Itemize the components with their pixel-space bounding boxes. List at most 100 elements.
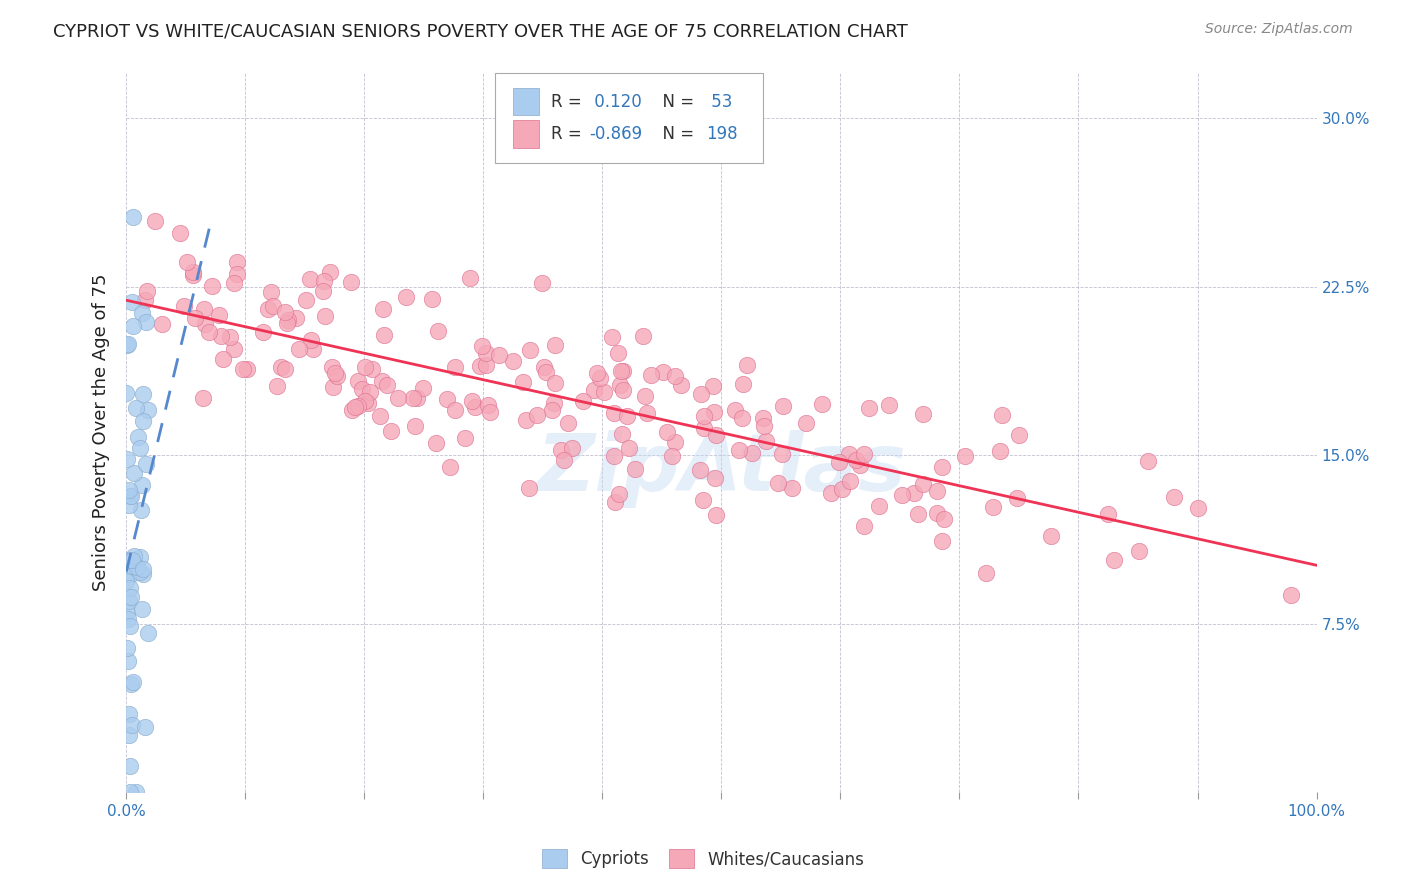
- Point: [820, 485, 842, 500]
- Point: [911, 407, 934, 421]
- Point: [266, 378, 288, 392]
- Point: [284, 311, 307, 326]
- Point: [115, 574, 138, 589]
- Point: [907, 507, 929, 521]
- Point: [273, 305, 295, 319]
- Point: [121, 553, 143, 567]
- Point: [118, 594, 141, 608]
- Point: [359, 384, 381, 399]
- Point: [609, 378, 631, 392]
- Point: [550, 443, 572, 458]
- Point: [222, 342, 245, 356]
- Point: [592, 385, 614, 400]
- Text: N =: N =: [652, 125, 700, 143]
- Point: [412, 381, 434, 395]
- Point: [118, 581, 141, 595]
- Point: [976, 566, 998, 580]
- Point: [121, 558, 143, 573]
- Point: [136, 403, 159, 417]
- Point: [277, 312, 299, 326]
- Point: [557, 416, 579, 430]
- Point: [755, 434, 778, 448]
- Point: [212, 352, 235, 367]
- Point: [314, 309, 336, 323]
- Point: [693, 409, 716, 423]
- Point: [868, 500, 890, 514]
- Point: [118, 619, 141, 633]
- Point: [853, 519, 876, 533]
- Point: [831, 482, 853, 496]
- Text: ZipAtlas: ZipAtlas: [537, 430, 907, 508]
- Point: [404, 419, 426, 434]
- Point: [988, 443, 1011, 458]
- Point: [702, 379, 724, 393]
- Point: [122, 675, 145, 690]
- Point: [519, 343, 541, 357]
- Point: [134, 293, 156, 308]
- Point: [582, 383, 605, 397]
- Point: [288, 342, 311, 356]
- Point: [340, 275, 363, 289]
- Point: [150, 317, 173, 331]
- Point: [257, 301, 280, 316]
- FancyBboxPatch shape: [495, 73, 763, 163]
- Point: [728, 442, 751, 457]
- Point: [479, 405, 502, 419]
- Point: [184, 310, 207, 325]
- Point: [344, 401, 367, 415]
- Point: [125, 401, 148, 416]
- Point: [475, 358, 498, 372]
- Point: [118, 553, 141, 567]
- Point: [181, 265, 204, 279]
- Point: [543, 395, 565, 409]
- Text: 198: 198: [706, 125, 738, 143]
- Point: [120, 677, 142, 691]
- Point: [121, 718, 143, 732]
- Point: [425, 436, 447, 450]
- Point: [115, 451, 138, 466]
- FancyBboxPatch shape: [513, 120, 540, 148]
- Text: N =: N =: [652, 93, 700, 111]
- Point: [121, 295, 143, 310]
- Point: [526, 408, 548, 422]
- Point: [176, 254, 198, 268]
- Point: [693, 421, 716, 435]
- Text: CYPRIOT VS WHITE/CAUCASIAN SENIORS POVERTY OVER THE AGE OF 75 CORRELATION CHART: CYPRIOT VS WHITE/CAUCASIAN SENIORS POVER…: [53, 22, 908, 40]
- Point: [517, 481, 540, 495]
- Point: [193, 301, 215, 316]
- Point: [135, 457, 157, 471]
- Point: [323, 366, 346, 380]
- Point: [890, 487, 912, 501]
- Point: [586, 366, 609, 380]
- Point: [602, 330, 624, 344]
- Point: [322, 379, 344, 393]
- Point: [603, 449, 626, 463]
- Point: [839, 475, 862, 489]
- Point: [191, 391, 214, 405]
- Point: [120, 489, 142, 503]
- Point: [226, 267, 249, 281]
- Point: [299, 333, 322, 347]
- Point: [232, 362, 254, 376]
- Point: [120, 567, 142, 582]
- Point: [340, 403, 363, 417]
- Point: [1008, 428, 1031, 442]
- Point: [387, 392, 409, 406]
- Point: [252, 325, 274, 339]
- Point: [572, 394, 595, 409]
- Point: [534, 365, 557, 379]
- Point: [380, 424, 402, 438]
- Text: -0.869: -0.869: [589, 125, 643, 143]
- Point: [616, 409, 638, 424]
- Point: [471, 339, 494, 353]
- Point: [194, 317, 217, 331]
- Point: [655, 425, 678, 440]
- Point: [927, 506, 949, 520]
- Point: [477, 398, 499, 412]
- Point: [770, 447, 793, 461]
- Text: 53: 53: [706, 93, 733, 111]
- Point: [724, 403, 747, 417]
- Point: [218, 330, 240, 344]
- Point: [735, 358, 758, 372]
- Point: [132, 562, 155, 576]
